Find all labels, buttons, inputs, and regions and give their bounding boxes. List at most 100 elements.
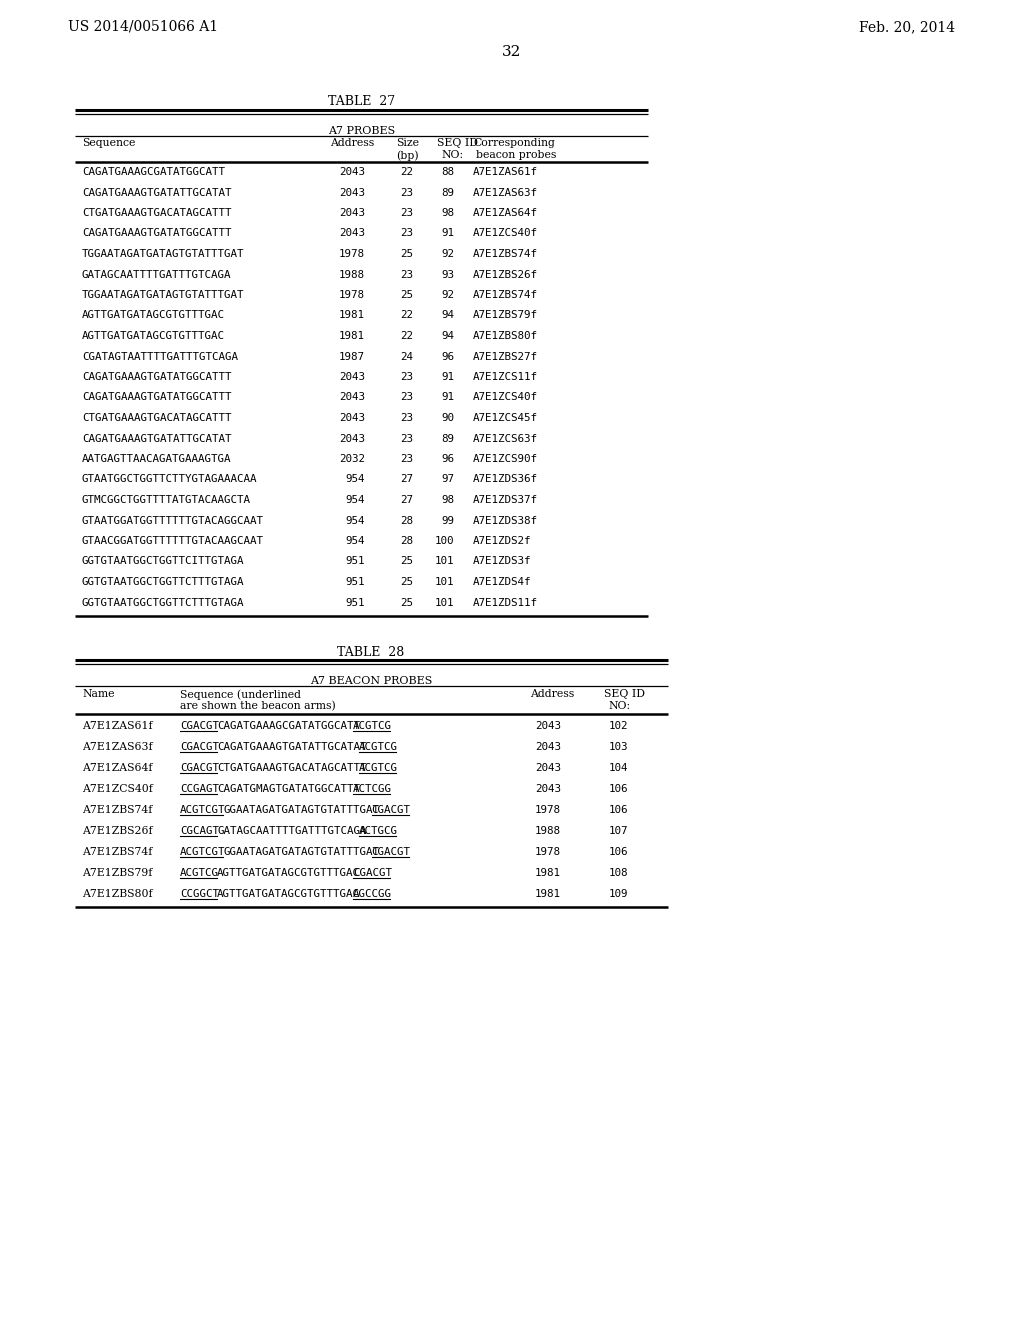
Text: GATAGCAATTTTGATTTGTCAGA: GATAGCAATTTTGATTTGTCAGA	[217, 826, 367, 836]
Text: A7 PROBES: A7 PROBES	[329, 125, 395, 136]
Text: TABLE  27: TABLE 27	[329, 95, 395, 108]
Text: A7E1ZCS40f: A7E1ZCS40f	[82, 784, 153, 795]
Text: 23: 23	[400, 228, 413, 239]
Text: 954: 954	[345, 536, 365, 546]
Text: GGTGTAATGGCTGGTTCTTTGTAGA: GGTGTAATGGCTGGTTCTTTGTAGA	[82, 598, 245, 607]
Text: 1978: 1978	[535, 805, 561, 814]
Text: 23: 23	[400, 269, 413, 280]
Text: 2043: 2043	[535, 763, 561, 774]
Text: AATGAGTTAACAGATGAAAGTGA: AATGAGTTAACAGATGAAAGTGA	[82, 454, 231, 465]
Text: 22: 22	[400, 310, 413, 321]
Text: 2043: 2043	[535, 742, 561, 752]
Text: A7E1ZBS26f: A7E1ZBS26f	[473, 269, 538, 280]
Text: 2043: 2043	[339, 372, 365, 381]
Text: A7E1ZCS40f: A7E1ZCS40f	[473, 392, 538, 403]
Text: 23: 23	[400, 392, 413, 403]
Text: 94: 94	[441, 310, 454, 321]
Text: 2043: 2043	[535, 721, 561, 731]
Text: CAGATGAAAGTGATATTGCATAT: CAGATGAAAGTGATATTGCATAT	[217, 742, 367, 752]
Text: GGAATAGATGATAGTGTATTTGAT: GGAATAGATGATAGTGTATTTGAT	[223, 847, 379, 857]
Text: SEQ ID: SEQ ID	[437, 139, 478, 148]
Text: Sequence: Sequence	[82, 139, 135, 148]
Text: A7E1ZBS74f: A7E1ZBS74f	[473, 290, 538, 300]
Text: A7E1ZBS74f: A7E1ZBS74f	[82, 847, 153, 857]
Text: CAGATGAAAGCGATATGGCATT: CAGATGAAAGCGATATGGCATT	[82, 168, 225, 177]
Text: 108: 108	[608, 869, 628, 878]
Text: 23: 23	[400, 372, 413, 381]
Text: 954: 954	[345, 516, 365, 525]
Text: 27: 27	[400, 495, 413, 506]
Text: A7E1ZCS90f: A7E1ZCS90f	[473, 454, 538, 465]
Text: 91: 91	[441, 392, 454, 403]
Text: 1978: 1978	[339, 249, 365, 259]
Text: A7E1ZBS79f: A7E1ZBS79f	[473, 310, 538, 321]
Text: A7E1ZBS80f: A7E1ZBS80f	[473, 331, 538, 341]
Text: CCGGCT: CCGGCT	[180, 888, 219, 899]
Text: A7E1ZCS63f: A7E1ZCS63f	[473, 433, 538, 444]
Text: A7E1ZAS61f: A7E1ZAS61f	[473, 168, 538, 177]
Text: Address: Address	[530, 689, 574, 700]
Text: GTAATGGATGGTTTTTTGTACAGGCAAT: GTAATGGATGGTTTTTTGTACAGGCAAT	[82, 516, 264, 525]
Text: AGTTGATGATAGCGTGTTTGAC: AGTTGATGATAGCGTGTTTGAC	[82, 331, 225, 341]
Text: CTGATGAAAGTGACATAGCATTT: CTGATGAAAGTGACATAGCATTT	[82, 413, 231, 422]
Text: A7E1ZAS63f: A7E1ZAS63f	[473, 187, 538, 198]
Text: 2043: 2043	[339, 228, 365, 239]
Text: 91: 91	[441, 372, 454, 381]
Text: 23: 23	[400, 433, 413, 444]
Text: 1978: 1978	[535, 847, 561, 857]
Text: TGGAATAGATGATAGTGTATTTGAT: TGGAATAGATGATAGTGTATTTGAT	[82, 249, 245, 259]
Text: GGTGTAATGGCTGGTTCTTTGTAGA: GGTGTAATGGCTGGTTCTTTGTAGA	[82, 577, 245, 587]
Text: A7E1ZBS74f: A7E1ZBS74f	[82, 805, 153, 814]
Text: 97: 97	[441, 474, 454, 484]
Text: CTGATGAAAGTGACATAGCATTT: CTGATGAAAGTGACATAGCATTT	[82, 209, 231, 218]
Text: CAGATGAAAGTGATATTGCATAT: CAGATGAAAGTGATATTGCATAT	[82, 187, 231, 198]
Text: Size: Size	[396, 139, 419, 148]
Text: 1988: 1988	[535, 826, 561, 836]
Text: 90: 90	[441, 413, 454, 422]
Text: A7E1ZBS80f: A7E1ZBS80f	[82, 888, 153, 899]
Text: GGAATAGATGATAGTGTATTTGAT: GGAATAGATGATAGTGTATTTGAT	[223, 805, 379, 814]
Text: A7E1ZDS2f: A7E1ZDS2f	[473, 536, 531, 546]
Text: 951: 951	[345, 557, 365, 566]
Text: CAGATGAAAGTGATATTGCATAT: CAGATGAAAGTGATATTGCATAT	[82, 433, 231, 444]
Text: 954: 954	[345, 495, 365, 506]
Text: 1981: 1981	[535, 888, 561, 899]
Text: CCGAGT: CCGAGT	[180, 784, 219, 795]
Text: 28: 28	[400, 516, 413, 525]
Text: ACGTCGT: ACGTCGT	[180, 805, 225, 814]
Text: 2043: 2043	[339, 392, 365, 403]
Text: 101: 101	[434, 598, 454, 607]
Text: AGTTGATGATAGCGTGTTTGAC: AGTTGATGATAGCGTGTTTGAC	[217, 888, 360, 899]
Text: CAGATGAAAGTGATATGGCATTT: CAGATGAAAGTGATATGGCATTT	[82, 372, 231, 381]
Text: AGTTGATGATAGCGTGTTTGAC: AGTTGATGATAGCGTGTTTGAC	[82, 310, 225, 321]
Text: CAGATGAAAGTGATATGGCATTT: CAGATGAAAGTGATATGGCATTT	[82, 392, 231, 403]
Text: GTAATGGCTGGTTCTTYGTAGAAACAA: GTAATGGCTGGTTCTTYGTAGAAACAA	[82, 474, 257, 484]
Text: 101: 101	[434, 577, 454, 587]
Text: A7E1ZDS11f: A7E1ZDS11f	[473, 598, 538, 607]
Text: NO:: NO:	[608, 701, 630, 711]
Text: A7E1ZDS38f: A7E1ZDS38f	[473, 516, 538, 525]
Text: TGGAATAGATGATAGTGTATTTGAT: TGGAATAGATGATAGTGTATTTGAT	[82, 290, 245, 300]
Text: A7E1ZDS4f: A7E1ZDS4f	[473, 577, 531, 587]
Text: A7E1ZBS74f: A7E1ZBS74f	[473, 249, 538, 259]
Text: CAGATGAAAGCGATATGGCATT: CAGATGAAAGCGATATGGCATT	[217, 721, 360, 731]
Text: 22: 22	[400, 331, 413, 341]
Text: Address: Address	[330, 139, 374, 148]
Text: 106: 106	[608, 847, 628, 857]
Text: A7E1ZBS79f: A7E1ZBS79f	[82, 869, 153, 878]
Text: ACTGCG: ACTGCG	[359, 826, 398, 836]
Text: CGACGT: CGACGT	[180, 763, 219, 774]
Text: 23: 23	[400, 209, 413, 218]
Text: 106: 106	[608, 784, 628, 795]
Text: 2032: 2032	[339, 454, 365, 465]
Text: CGCAGT: CGCAGT	[180, 826, 219, 836]
Text: ACGTCG: ACGTCG	[359, 763, 398, 774]
Text: A7E1ZCS40f: A7E1ZCS40f	[473, 228, 538, 239]
Text: GTAACGGATGGTTTTTTGTACAAGCAAT: GTAACGGATGGTTTTTTGTACAAGCAAT	[82, 536, 264, 546]
Text: AGCCGG: AGCCGG	[353, 888, 392, 899]
Text: 951: 951	[345, 577, 365, 587]
Text: A7E1ZBS27f: A7E1ZBS27f	[473, 351, 538, 362]
Text: CAGATGAAAGTGATATGGCATTT: CAGATGAAAGTGATATGGCATTT	[82, 228, 231, 239]
Text: 951: 951	[345, 598, 365, 607]
Text: 1981: 1981	[339, 331, 365, 341]
